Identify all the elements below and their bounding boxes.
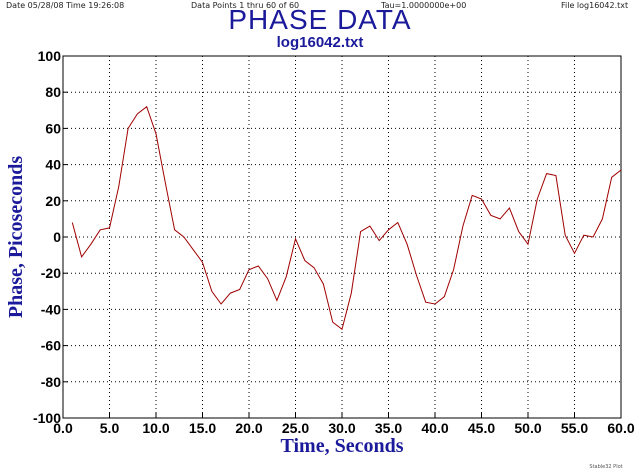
stable32-watermark: Stable32 Plot xyxy=(589,464,622,470)
x-tick-label: 25.0 xyxy=(282,420,309,436)
x-tick-label: 10.0 xyxy=(142,420,169,436)
x-tick-label: 45.0 xyxy=(468,420,495,436)
y-tick-label: -60 xyxy=(41,338,61,354)
header-data-points: Data Points 1 thru 60 of 60 xyxy=(191,1,300,10)
x-tick-label: 0.0 xyxy=(53,420,73,436)
header-file: File log16042.txt xyxy=(561,1,629,10)
x-tick-label: 40.0 xyxy=(421,420,448,436)
plot-frame xyxy=(62,55,622,419)
y-tick-label: 0 xyxy=(53,229,61,245)
y-tick-label: 60 xyxy=(45,120,61,136)
phase-series-line xyxy=(71,105,622,331)
y-tick-label: 20 xyxy=(45,193,61,209)
x-tick-label: 15.0 xyxy=(189,420,216,436)
y-axis-label: Phase, Picoseconds xyxy=(5,156,27,318)
y-tick-label: -100 xyxy=(33,410,61,426)
y-tick-label: 80 xyxy=(45,84,61,100)
grid-layer xyxy=(62,55,622,419)
y-tick-label: -40 xyxy=(41,301,61,317)
header-tau: Tau=1.0000000e+00 xyxy=(381,1,467,10)
x-tick-label: 35.0 xyxy=(375,420,402,436)
x-axis-label: Time, Seconds xyxy=(281,435,404,457)
y-tick-label: -20 xyxy=(41,265,61,281)
y-tick-label: -80 xyxy=(41,374,61,390)
tick-layer: 0.0 5.0 10.0 15.0 20.0 25.0 30.0 35.0 40.0 45.0 50… xyxy=(33,48,635,436)
chart-title: PHASE DATA xyxy=(228,4,412,35)
y-tick-label: 100 xyxy=(38,48,62,64)
x-tick-label: 20.0 xyxy=(235,420,262,436)
x-tick-label: 55.0 xyxy=(561,420,588,436)
x-tick-label: 5.0 xyxy=(100,420,120,436)
x-tick-label: 50.0 xyxy=(514,420,541,436)
header-date-time: Date 05/28/08 Time 19:26:08 xyxy=(6,1,125,10)
chart-subtitle: log16042.txt xyxy=(276,34,364,51)
x-tick-label: 30.0 xyxy=(328,420,355,436)
x-tick-label: 60.0 xyxy=(607,420,634,436)
y-tick-label: 40 xyxy=(45,157,61,173)
